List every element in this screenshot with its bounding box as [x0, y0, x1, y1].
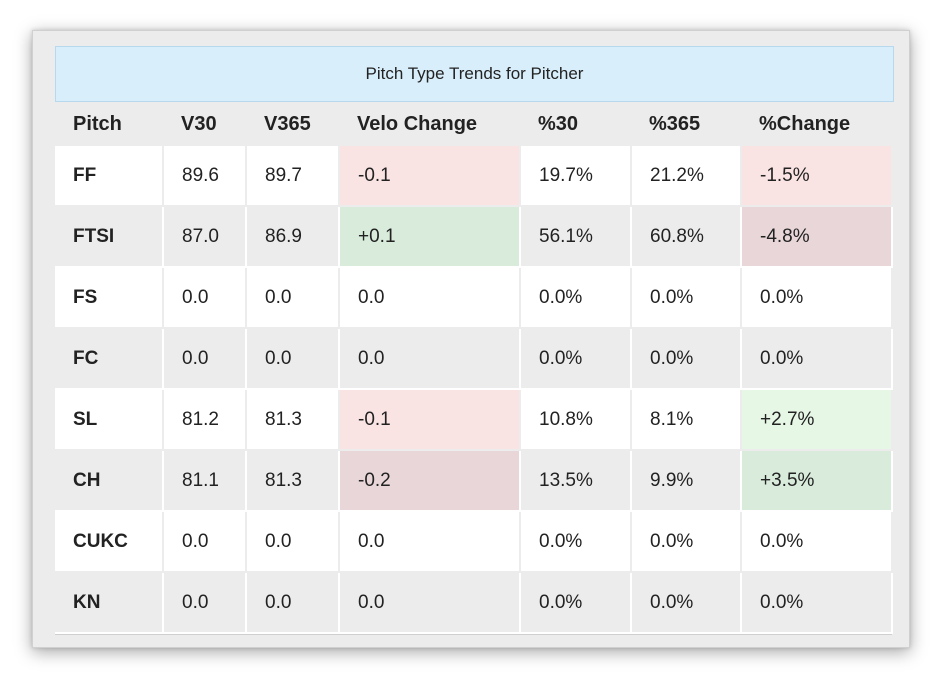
- cell-v30: 89.6: [163, 146, 247, 207]
- column-header-pct30[interactable]: %30: [538, 112, 579, 135]
- cell-velo-change: -0.1: [339, 146, 521, 207]
- cell-velo-change: 0.0: [339, 511, 521, 573]
- cell-pct365: 9.9%: [631, 450, 742, 512]
- cell-v365: 0.0: [246, 511, 340, 573]
- cell-pct-change: 0.0%: [741, 511, 893, 573]
- cell-v30: 0.0: [163, 572, 247, 634]
- column-header-velo-change[interactable]: Velo Change: [357, 112, 478, 135]
- cell-pitch: CUKC: [55, 511, 164, 573]
- cell-v30: 0.0: [163, 511, 247, 573]
- column-header-pct365[interactable]: %365: [649, 112, 701, 135]
- cell-velo-change: -0.2: [339, 450, 521, 512]
- cell-v30: 81.2: [163, 389, 247, 451]
- cell-pct30: 13.5%: [520, 450, 632, 512]
- cell-velo-change: 0.0: [339, 328, 521, 390]
- cell-pct-change: +3.5%: [741, 450, 893, 512]
- cell-pct-change: +2.7%: [741, 389, 893, 451]
- cell-pct365: 21.2%: [631, 146, 742, 207]
- table-row: FC 0.0 0.0 0.0 0.0% 0.0% 0.0%: [55, 328, 893, 390]
- pitch-trends-table: Pitch V30 V365 Velo Change %30 %365 %Cha…: [55, 102, 893, 634]
- column-header-v30[interactable]: V30: [181, 112, 217, 135]
- cell-pct365: 0.0%: [631, 511, 742, 573]
- cell-pct-change: -1.5%: [741, 146, 893, 207]
- cell-v365: 0.0: [246, 267, 340, 329]
- table-row: SL 81.2 81.3 -0.1 10.8% 8.1% +2.7%: [55, 389, 893, 451]
- cell-pct30: 0.0%: [520, 267, 632, 329]
- cell-pct30: 0.0%: [520, 572, 632, 634]
- cell-velo-change: +0.1: [339, 206, 521, 268]
- cell-velo-change: 0.0: [339, 267, 521, 329]
- cell-v365: 89.7: [246, 146, 340, 207]
- cell-pitch: SL: [55, 389, 164, 451]
- cell-v30: 81.1: [163, 450, 247, 512]
- bottom-divider: [55, 634, 892, 635]
- table-body: FF 89.6 89.7 -0.1 19.7% 21.2% -1.5% FTSI 87.0 86.…: [55, 146, 893, 634]
- cell-pct30: 0.0%: [520, 328, 632, 390]
- table-row: FS 0.0 0.0 0.0 0.0% 0.0% 0.0%: [55, 267, 893, 329]
- table-row: FF 89.6 89.7 -0.1 19.7% 21.2% -1.5%: [55, 146, 893, 207]
- column-header-pct-change[interactable]: %Change: [759, 112, 851, 135]
- cell-pitch: FS: [55, 267, 164, 329]
- table-row: CH 81.1 81.3 -0.2 13.5% 9.9% +3.5%: [55, 450, 893, 512]
- cell-pct30: 19.7%: [520, 146, 632, 207]
- cell-v30: 0.0: [163, 267, 247, 329]
- cell-v365: 81.3: [246, 450, 340, 512]
- cell-pct-change: 0.0%: [741, 267, 893, 329]
- cell-v365: 86.9: [246, 206, 340, 268]
- cell-pct365: 60.8%: [631, 206, 742, 268]
- cell-pct-change: 0.0%: [741, 572, 893, 634]
- column-header-pitch[interactable]: Pitch: [73, 112, 122, 135]
- cell-pct-change: -4.8%: [741, 206, 893, 268]
- cell-pitch: KN: [55, 572, 164, 634]
- cell-velo-change: -0.1: [339, 389, 521, 451]
- table-row: FTSI 87.0 86.9 +0.1 56.1% 60.8% -4.8%: [55, 206, 893, 268]
- table-row: KN 0.0 0.0 0.0 0.0% 0.0% 0.0%: [55, 572, 893, 634]
- table-title: Pitch Type Trends for Pitcher: [55, 46, 894, 102]
- column-header-v365[interactable]: V365: [264, 112, 311, 135]
- cell-pct-change: 0.0%: [741, 328, 893, 390]
- cell-v30: 87.0: [163, 206, 247, 268]
- cell-pct365: 0.0%: [631, 267, 742, 329]
- cell-pitch: CH: [55, 450, 164, 512]
- cell-v365: 0.0: [246, 572, 340, 634]
- cell-pct365: 0.0%: [631, 572, 742, 634]
- cell-pct30: 56.1%: [520, 206, 632, 268]
- cell-pitch: FC: [55, 328, 164, 390]
- header-row: Pitch V30 V365 Velo Change %30 %365 %Cha…: [55, 102, 892, 146]
- cell-pitch: FTSI: [55, 206, 164, 268]
- card-content: Pitch Type Trends for Pitcher Pitch V30 …: [55, 46, 894, 635]
- table-row: CUKC 0.0 0.0 0.0 0.0% 0.0% 0.0%: [55, 511, 893, 573]
- cell-velo-change: 0.0: [339, 572, 521, 634]
- cell-pct365: 0.0%: [631, 328, 742, 390]
- cell-v365: 0.0: [246, 328, 340, 390]
- cell-pct30: 10.8%: [520, 389, 632, 451]
- pitch-trends-card: Pitch Type Trends for Pitcher Pitch V30 …: [32, 30, 910, 648]
- cell-pct30: 0.0%: [520, 511, 632, 573]
- cell-v365: 81.3: [246, 389, 340, 451]
- cell-pitch: FF: [55, 146, 164, 207]
- cell-v30: 0.0: [163, 328, 247, 390]
- cell-pct365: 8.1%: [631, 389, 742, 451]
